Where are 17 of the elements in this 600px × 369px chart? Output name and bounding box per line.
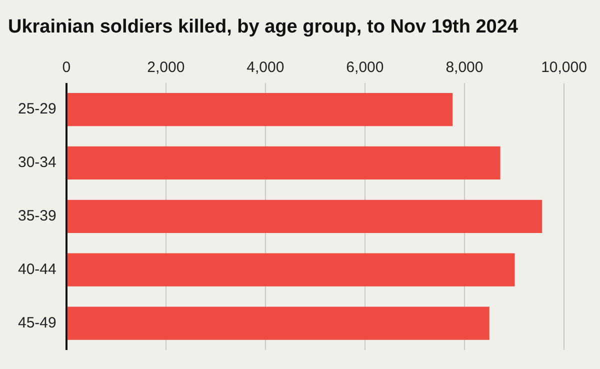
x-tick-label: 8,000 [446,58,484,76]
bar [67,200,542,233]
y-tick-label: 45-49 [18,314,56,332]
x-tick-label: 4,000 [246,58,284,76]
x-tick-label: 0 [62,58,71,76]
chart-title: Ukrainian soldiers killed, by age group, to Nov 19th 2024 [8,16,518,38]
y-tick-label: 30-34 [18,154,56,172]
bar [67,146,500,180]
x-tick-label: 2,000 [147,58,185,76]
x-tick-label: 6,000 [346,58,384,76]
bar [67,92,453,126]
y-tick-label: 25-29 [18,100,56,118]
bar [67,306,490,340]
y-tick-label: 35-39 [18,208,56,225]
y-tick-label: 40-44 [18,260,56,278]
x-tick-label: 10,000 [541,58,587,76]
bar [67,253,515,286]
